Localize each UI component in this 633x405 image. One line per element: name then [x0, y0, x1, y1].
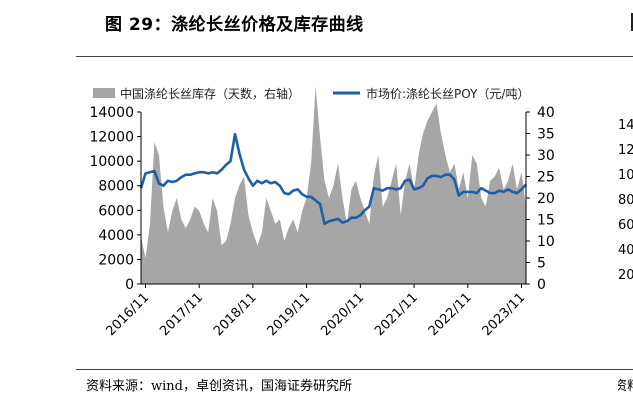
legend: 中国涤纶长丝库存（天数，右轴） 市场价:涤纶长丝POY（元/吨）	[93, 86, 529, 101]
x-tick-label: 2018/11	[211, 290, 260, 339]
right-tick-label: 5	[537, 256, 546, 272]
adjacent-tick: 20	[618, 268, 633, 283]
legend-swatch-inventory	[93, 88, 115, 98]
x-axis-ticks: 2016/11 2017/11 2018/11 2019/11 2020/11 2021/…	[104, 284, 529, 339]
inventory-area-series	[141, 86, 526, 284]
left-tick-label: 2000	[98, 252, 134, 268]
x-tick-label: 2016/11	[104, 290, 153, 339]
right-tick-label: 30	[537, 148, 555, 164]
right-axis-ticks: 0 5 10 15 20 25 30 35 40	[526, 105, 555, 293]
x-tick-label: 2020/11	[318, 290, 367, 339]
left-tick-label: 6000	[98, 203, 134, 219]
right-tick-label: 35	[537, 127, 555, 143]
legend-label-price: 市场价:涤纶长丝POY（元/吨）	[366, 86, 529, 101]
left-tick-label: 4000	[98, 228, 134, 244]
price-line	[139, 132, 527, 226]
figure-title: 图 29：涤纶长丝价格及库存曲线	[105, 15, 364, 35]
x-tick-label: 2023/11	[480, 290, 529, 339]
legend-label-inventory: 中国涤纶长丝库存（天数，右轴）	[120, 86, 300, 101]
adjacent-tick: 100	[618, 168, 633, 183]
x-tick-label: 2019/11	[265, 290, 314, 339]
adjacent-tick: 140	[618, 118, 633, 133]
right-tick-label: 0	[537, 277, 546, 293]
adjacent-tick: 60	[618, 218, 633, 233]
title-rule	[76, 56, 633, 57]
source-rule	[76, 369, 633, 370]
left-tick-label: 12000	[89, 130, 134, 146]
adjacent-tick: 40	[618, 243, 633, 258]
x-tick-label: 2022/11	[426, 290, 475, 339]
left-tick-label: 14000	[89, 105, 134, 121]
adjacent-tick-labels: 140 120 100 80 60 40 20	[618, 113, 633, 288]
right-tick-label: 40	[537, 105, 555, 121]
x-tick-label: 2017/11	[157, 290, 206, 339]
price-line-series	[139, 132, 527, 226]
left-axis-ticks: 0 2000 4000 6000 8000 10000 12000 14000	[89, 105, 141, 293]
adjacent-figure-fragment: 140 120 100 80 60 40 20 资料	[618, 10, 633, 405]
adjacent-tick: 80	[618, 193, 633, 208]
adjacent-source-fragment: 资料	[618, 379, 633, 394]
right-tick-label: 20	[537, 191, 555, 207]
x-tick-label: 2021/11	[372, 290, 421, 339]
adjacent-title-fragment	[631, 13, 633, 31]
left-tick-label: 0	[125, 277, 134, 293]
right-tick-label: 25	[537, 170, 555, 186]
left-tick-label: 8000	[98, 179, 134, 195]
left-tick-label: 10000	[89, 154, 134, 170]
right-tick-label: 10	[537, 234, 555, 250]
adjacent-tick: 120	[618, 143, 633, 158]
source-note: 资料来源：wind，卓创资讯，国海证券研究所	[86, 379, 352, 394]
inventory-area	[141, 86, 526, 284]
right-tick-label: 15	[537, 213, 555, 229]
